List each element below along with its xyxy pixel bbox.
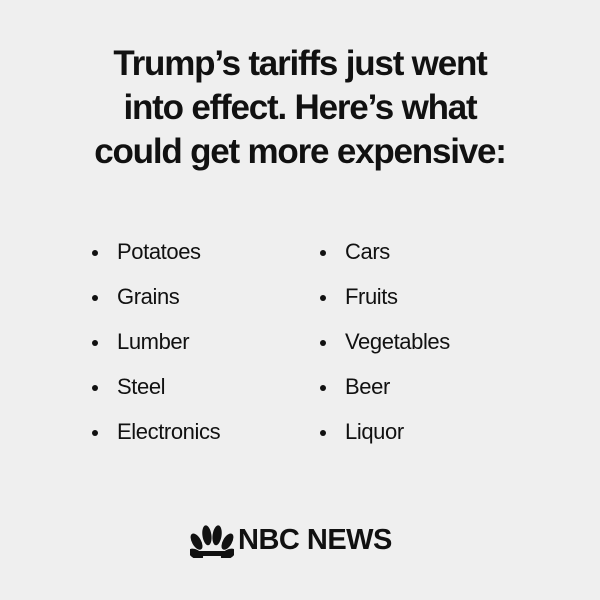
peacock-icon — [190, 525, 234, 558]
bullet — [320, 430, 326, 436]
list-item: Liquor — [345, 419, 404, 444]
bullet — [92, 295, 98, 301]
list-item: Cars — [345, 239, 390, 264]
list-item: Fruits — [345, 284, 398, 309]
logo-text: NBC NEWS — [238, 524, 392, 556]
list-item: Beer — [345, 374, 390, 399]
list-item: Potatoes — [117, 239, 201, 264]
list-item: Steel — [117, 374, 166, 399]
bullet — [92, 430, 98, 436]
bullet — [92, 385, 98, 391]
list-item: Vegetables — [345, 329, 450, 354]
list-item: Grains — [117, 284, 180, 309]
bullet — [320, 340, 326, 346]
title-line: Trump’s tariffs just went — [113, 44, 487, 83]
title-line: could get more expensive: — [94, 132, 507, 171]
bullet — [92, 250, 98, 256]
bullet — [320, 385, 326, 391]
title-line: into effect. Here’s what — [123, 88, 477, 127]
logo: NBC NEWS — [190, 522, 410, 558]
list-item: Lumber — [117, 329, 190, 354]
bullet — [320, 250, 326, 256]
bullet — [92, 340, 98, 346]
bullet — [320, 295, 326, 301]
list-item: Electronics — [117, 419, 221, 444]
